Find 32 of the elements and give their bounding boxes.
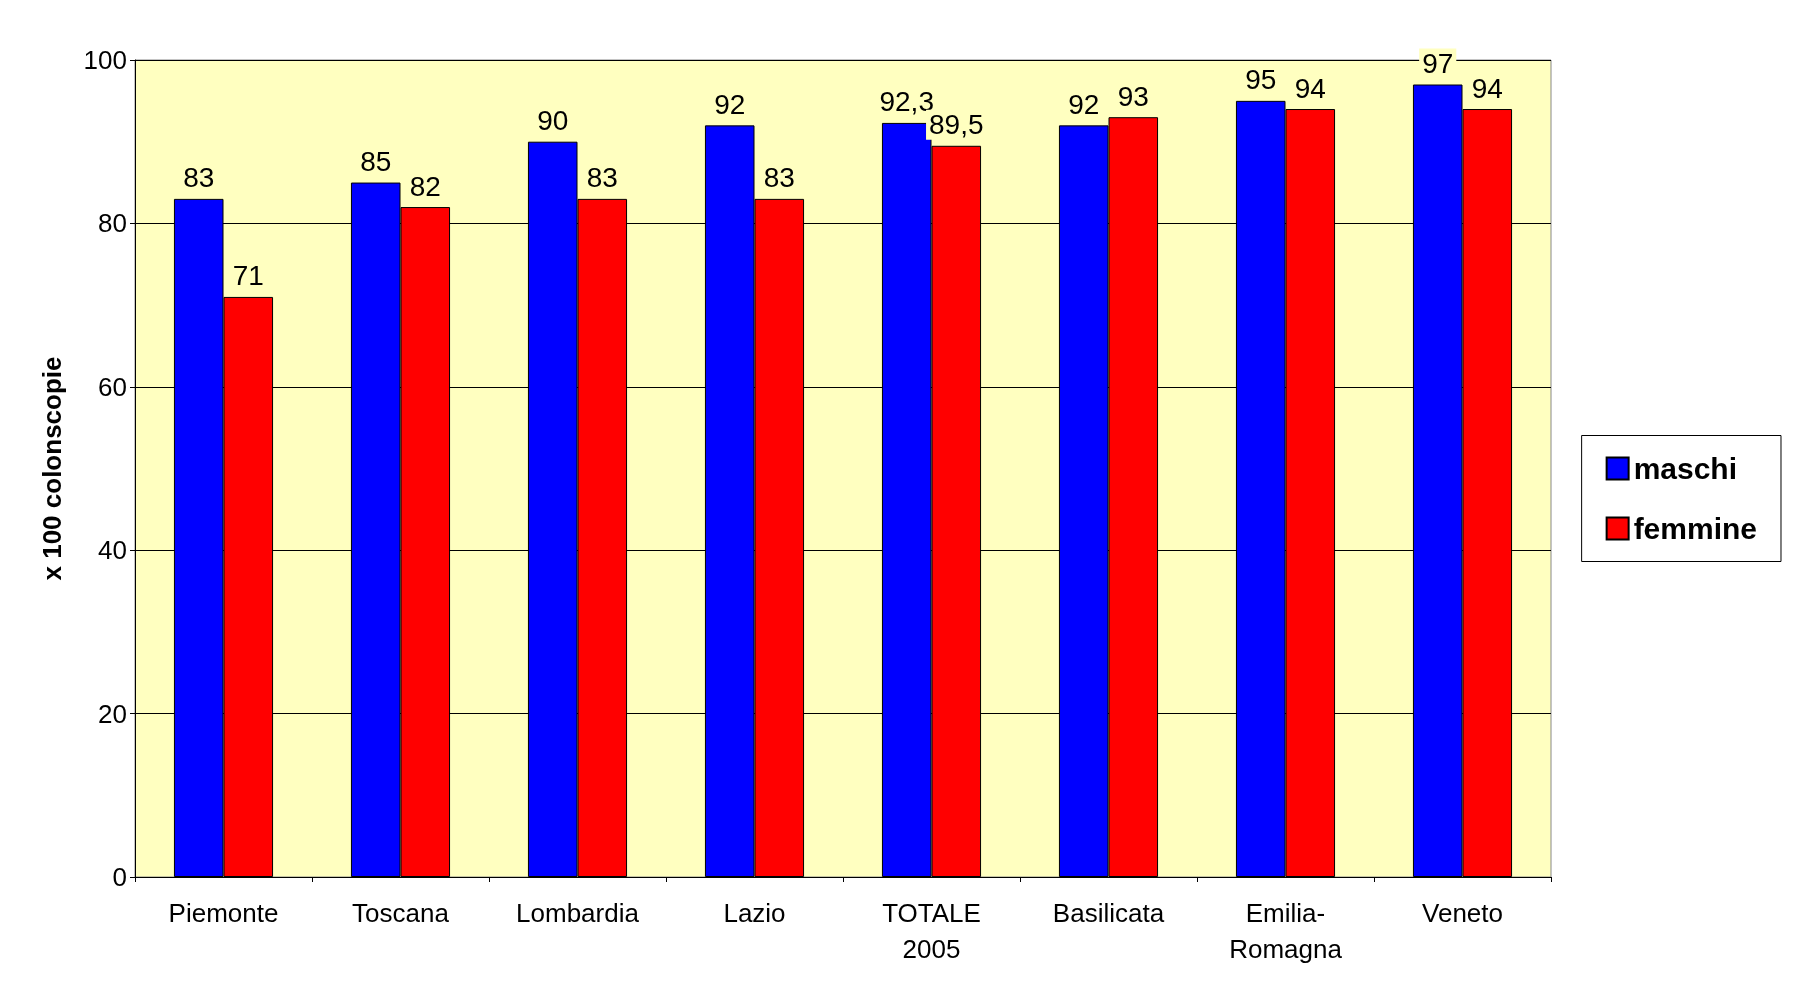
data-label: 95: [1245, 64, 1277, 96]
y-tick-label: 0: [112, 862, 127, 892]
data-label: 71: [232, 260, 264, 292]
data-label: 92: [714, 88, 746, 120]
data-label: 89,5: [929, 109, 984, 141]
data-label: 83: [586, 162, 618, 194]
data-label: 90: [537, 105, 569, 137]
y-tick-label: 100: [83, 45, 127, 75]
data-label: 94: [1294, 72, 1326, 104]
x-tick-label: Emilia- Romagna: [1229, 898, 1343, 964]
legend-label: femmine: [1633, 512, 1758, 545]
x-tick-label: Lazio: [723, 898, 786, 928]
legend-label: maschi: [1633, 452, 1738, 485]
y-axis-title: x 100 colonscopie: [37, 356, 67, 581]
data-label: 93: [1117, 80, 1149, 112]
data-label: 83: [763, 162, 795, 194]
x-tick-label: Toscana: [352, 898, 450, 928]
x-tick-label: Basilicata: [1052, 898, 1165, 928]
y-tick-label: 80: [98, 208, 127, 239]
y-tick-label: 40: [98, 535, 127, 566]
data-label: 85: [360, 146, 392, 178]
x-tick-label: Veneto: [1422, 898, 1503, 928]
data-label: 97: [1422, 48, 1454, 80]
data-label: 82: [409, 170, 441, 202]
y-tick-label: 60: [98, 371, 127, 402]
data-label: 92: [1068, 88, 1100, 120]
data-label: 94: [1471, 72, 1503, 104]
x-tick-label: Piemonte: [168, 898, 279, 928]
y-tick-label: 20: [98, 698, 127, 729]
x-tick-label: Lombardia: [516, 898, 640, 928]
x-tick-label: TOTALE 2005: [882, 898, 981, 964]
data-label: 83: [183, 162, 215, 194]
